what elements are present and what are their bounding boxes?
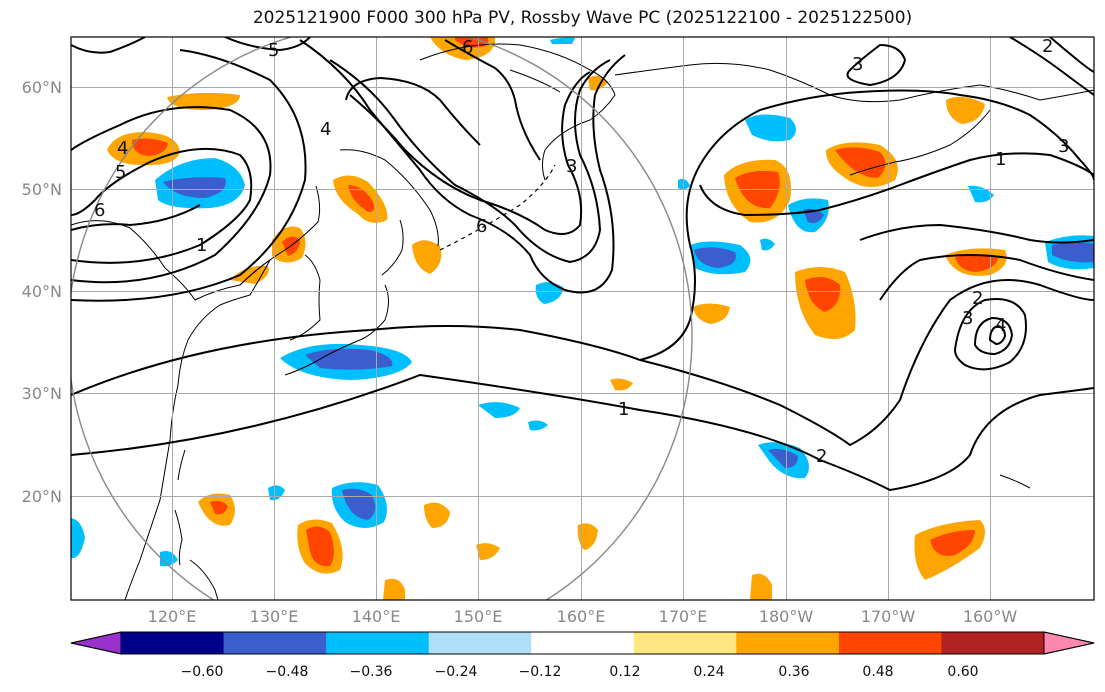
contour-label-2b: 2 bbox=[972, 288, 983, 309]
contour-19 bbox=[1009, 37, 1094, 96]
contour-11 bbox=[639, 89, 1094, 361]
rossby-wave-circle bbox=[71, 37, 693, 600]
contour-10 bbox=[444, 39, 541, 161]
contour-20 bbox=[1049, 37, 1094, 73]
colorbar-tick: −0.24 bbox=[435, 664, 478, 680]
lat-label-50n: 50°N bbox=[22, 180, 62, 199]
colorbar-tick: −0.36 bbox=[350, 664, 393, 680]
contour-15 bbox=[953, 298, 1027, 371]
colorbar-extend-max bbox=[1043, 631, 1095, 655]
lon-label-170w: 170°W bbox=[861, 607, 916, 626]
contour-label-4a: 4 bbox=[117, 138, 128, 159]
contour-label-2c: 2 bbox=[1042, 36, 1053, 57]
contour-label-6c: 6 bbox=[462, 37, 473, 58]
lat-label-30n: 30°N bbox=[22, 384, 62, 403]
contour-22 bbox=[224, 37, 311, 52]
colorbar-extend-min bbox=[70, 631, 122, 655]
colorbar-ticks: −0.60 −0.48 −0.36 −0.24 −0.12 0.12 0.24 … bbox=[181, 664, 979, 680]
colorbar-tick: 0.48 bbox=[862, 664, 893, 680]
colorbar-tick: 0.12 bbox=[609, 664, 640, 680]
contour-9 bbox=[345, 76, 481, 146]
contour-label-2a: 2 bbox=[816, 446, 827, 467]
colorbar bbox=[70, 631, 1095, 655]
lon-label-150e: 150°E bbox=[454, 607, 503, 626]
gridlines bbox=[71, 37, 1094, 600]
lon-label-180w: 180°W bbox=[759, 607, 814, 626]
lon-label-160e: 160°E bbox=[557, 607, 606, 626]
colorbar-tick: 0.36 bbox=[778, 664, 809, 680]
contour-13 bbox=[859, 223, 1094, 244]
contour-label-3d: 3 bbox=[566, 156, 577, 177]
contour-label-6a: 6 bbox=[94, 200, 105, 221]
ridge-track-line bbox=[439, 164, 556, 251]
lat-label-20n: 20°N bbox=[22, 487, 62, 506]
colorbar-segment bbox=[736, 632, 840, 654]
contour-17 bbox=[988, 324, 1007, 346]
colorbar-tick: 0.24 bbox=[693, 664, 724, 680]
contour-21 bbox=[71, 37, 146, 54]
lon-label-130e: 130°E bbox=[250, 607, 299, 626]
colorbar-tick: −0.12 bbox=[519, 664, 562, 680]
colorbar-tick: −0.48 bbox=[266, 664, 309, 680]
contour-label-3b: 3 bbox=[1058, 136, 1069, 157]
latitude-labels: 60°N 50°N 40°N 30°N 20°N bbox=[22, 78, 62, 506]
lat-label-40n: 40°N bbox=[22, 282, 62, 301]
lon-label-160w: 160°W bbox=[963, 607, 1018, 626]
contour-label-6b: 6 bbox=[476, 216, 487, 237]
lat-label-60n: 60°N bbox=[22, 78, 62, 97]
lon-label-140e: 140°E bbox=[352, 607, 401, 626]
colorbar-segment bbox=[838, 632, 942, 654]
contour-labels: 1 1 1 2 2 2 3 3 3 3 4 4 4 5 5 6 6 6 bbox=[94, 36, 1069, 467]
colorbar-segment bbox=[941, 632, 1045, 654]
colorbar-segment bbox=[121, 632, 225, 654]
contour-14 bbox=[879, 254, 1094, 301]
contour-18 bbox=[846, 43, 907, 87]
contour-5 bbox=[71, 49, 307, 302]
contour-7 bbox=[329, 59, 611, 264]
colorbar-segment bbox=[531, 632, 635, 654]
contour-8 bbox=[349, 71, 591, 235]
colorbar-tick: 0.60 bbox=[947, 664, 978, 680]
contour-label-1b: 1 bbox=[618, 399, 629, 420]
contour-label-3a: 3 bbox=[852, 54, 863, 75]
contour-label-1a: 1 bbox=[196, 235, 207, 256]
contour-4 bbox=[71, 106, 272, 284]
contour-16 bbox=[973, 316, 1014, 356]
contour-2 bbox=[71, 147, 253, 264]
lon-label-120e: 120°E bbox=[148, 607, 197, 626]
contour-1 bbox=[71, 373, 1094, 492]
contour-label-5a: 5 bbox=[115, 162, 126, 183]
colorbar-segment bbox=[428, 632, 532, 654]
contour-12 bbox=[699, 152, 1094, 217]
contour-3 bbox=[71, 204, 201, 231]
pv-contours bbox=[71, 37, 1094, 492]
contour-label-1c: 1 bbox=[995, 149, 1006, 170]
map-area bbox=[71, 37, 1094, 600]
longitude-labels: 120°E 130°E 140°E 150°E 160°E 170°E 180°… bbox=[148, 607, 1018, 626]
colorbar-tick: −0.60 bbox=[181, 664, 224, 680]
colorbar-segment bbox=[326, 632, 430, 654]
contour-label-5b: 5 bbox=[268, 40, 279, 61]
lon-label-170e: 170°E bbox=[659, 607, 708, 626]
contour-label-4b: 4 bbox=[995, 315, 1006, 336]
contour-1b bbox=[71, 279, 1094, 447]
contour-label-4c: 4 bbox=[320, 119, 331, 140]
contour-label-3c: 3 bbox=[962, 308, 973, 329]
colorbar-segment bbox=[223, 632, 327, 654]
map-title: 2025121900 F000 300 hPa PV, Rossby Wave … bbox=[252, 8, 913, 28]
map-frame bbox=[70, 36, 1095, 601]
colorbar-outline bbox=[70, 631, 1095, 655]
coastlines bbox=[71, 43, 1094, 600]
colorbar-segment bbox=[633, 632, 737, 654]
